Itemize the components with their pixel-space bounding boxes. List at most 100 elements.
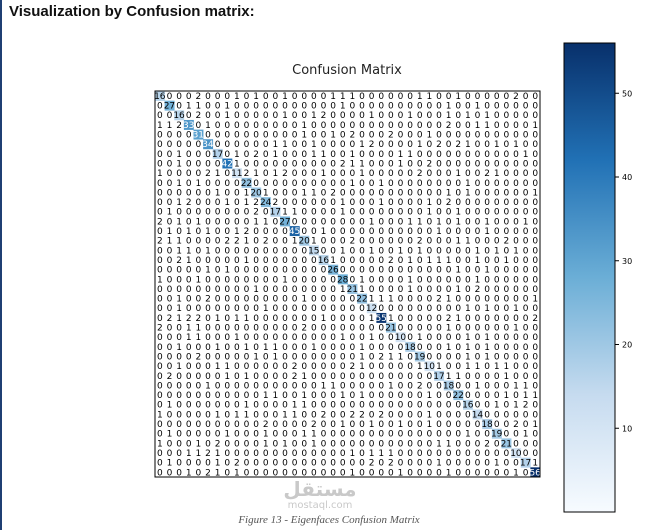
matrix-cell-label: 0 <box>407 391 413 401</box>
matrix-cell-label: 0 <box>263 352 269 362</box>
matrix-cell-label: 0 <box>282 420 288 430</box>
matrix-cell-label: 1 <box>503 362 509 372</box>
matrix-cell-label: 0 <box>330 333 336 343</box>
matrix-cell-label: 0 <box>398 256 404 266</box>
matrix-cell-label: 0 <box>446 237 452 247</box>
matrix-cell-label: 0 <box>388 266 394 276</box>
matrix-cell-label: 0 <box>417 179 423 189</box>
matrix-cell-label: 1 <box>475 102 481 112</box>
matrix-cell-label: 1 <box>523 217 529 227</box>
matrix-cell-label: 0 <box>369 131 375 141</box>
matrix-cell-label: 0 <box>321 343 327 353</box>
matrix-cell-label: 2 <box>157 237 163 247</box>
matrix-cell-label: 0 <box>282 304 288 314</box>
matrix-cell-label: 2 <box>417 237 423 247</box>
matrix-cell-label: 1 <box>513 140 519 150</box>
matrix-cell-label: 0 <box>388 102 394 112</box>
matrix-cell-label: 0 <box>205 362 211 372</box>
matrix-cell-label: 17 <box>270 208 281 218</box>
matrix-cell-label: 0 <box>446 246 452 256</box>
matrix-cell-label: 0 <box>311 352 317 362</box>
matrix-cell-label: 1 <box>475 246 481 256</box>
matrix-cell-label: 0 <box>523 333 529 343</box>
matrix-cell-label: 0 <box>494 102 500 112</box>
matrix-cell-label: 0 <box>359 227 365 237</box>
matrix-cell-label: 0 <box>311 449 317 459</box>
matrix-cell-label: 0 <box>157 111 163 121</box>
matrix-cell-label: 0 <box>292 92 298 102</box>
matrix-cell-label: 0 <box>301 140 307 150</box>
matrix-cell-label: 0 <box>340 227 346 237</box>
matrix-cell-label: 0 <box>340 439 346 449</box>
matrix-cell-label: 0 <box>321 295 327 305</box>
matrix-cell-label: 0 <box>494 420 500 430</box>
matrix-cell-label: 0 <box>523 295 529 305</box>
matrix-cell-label: 0 <box>157 102 163 112</box>
matrix-cell-label: 2 <box>195 111 201 121</box>
matrix-cell-label: 0 <box>523 343 529 353</box>
matrix-cell-label: 0 <box>292 391 298 401</box>
matrix-cell-label: 1 <box>523 430 529 440</box>
matrix-cell-label: 0 <box>176 468 182 478</box>
matrix-cell-label: 0 <box>340 266 346 276</box>
matrix-cell-label: 1 <box>205 121 211 131</box>
matrix-cell-label: 2 <box>205 449 211 459</box>
matrix-cell-label: 0 <box>359 324 365 334</box>
matrix-cell-label: 18 <box>481 420 493 430</box>
matrix-cell-label: 0 <box>349 208 355 218</box>
matrix-cell-label: 0 <box>205 391 211 401</box>
page-heading: Visualization by Confusion matrix: <box>9 3 255 20</box>
matrix-cell-label: 0 <box>301 227 307 237</box>
matrix-cell-label: 0 <box>436 391 442 401</box>
matrix-cell-label: 0 <box>311 217 317 227</box>
matrix-cell-label: 0 <box>523 256 529 266</box>
matrix-cell-label: 0 <box>475 352 481 362</box>
matrix-cell-label: 0 <box>494 198 500 208</box>
matrix-cell-diagonal <box>174 110 185 121</box>
matrix-cell-label: 0 <box>157 401 163 411</box>
matrix-cell-label: 0 <box>176 333 182 343</box>
matrix-cell-label: 1 <box>532 420 538 430</box>
matrix-cell-label: 0 <box>503 217 509 227</box>
matrix-cell-label: 34 <box>202 140 214 150</box>
matrix-cell-diagonal <box>347 284 358 294</box>
matrix-cell-label: 0 <box>455 459 461 469</box>
matrix-cell-label: 0 <box>388 227 394 237</box>
matrix-cell-label: 0 <box>378 275 384 285</box>
matrix-cell-label: 0 <box>532 92 538 102</box>
matrix-cell-label: 0 <box>330 362 336 372</box>
matrix-cell-label: 1 <box>446 188 452 198</box>
matrix-cell-label: 0 <box>407 266 413 276</box>
matrix-cell-label: 0 <box>244 217 250 227</box>
matrix-cell-label: 0 <box>186 372 192 382</box>
matrix-cell-label: 0 <box>532 217 538 227</box>
matrix-cell-label: 0 <box>224 410 230 420</box>
matrix-cell-label: 0 <box>484 449 490 459</box>
matrix-cell-label: 1 <box>311 188 317 198</box>
matrix-cell-label: 0 <box>417 459 423 469</box>
matrix-cell-label: 0 <box>475 449 481 459</box>
matrix-cell-label: 2 <box>205 295 211 305</box>
matrix-cell-label: 0 <box>167 217 173 227</box>
matrix-cell-label: 0 <box>407 140 413 150</box>
matrix-cell-label: 0 <box>378 150 384 160</box>
matrix-cell-label: 0 <box>349 169 355 179</box>
matrix-cell-label: 0 <box>513 391 519 401</box>
matrix-cell-label: 0 <box>253 324 259 334</box>
matrix-cell-label: 0 <box>205 92 211 102</box>
matrix-cell-label: 0 <box>263 410 269 420</box>
matrix-cell-label: 0 <box>465 372 471 382</box>
matrix-cell-label: 0 <box>330 324 336 334</box>
matrix-cell-label: 0 <box>513 285 519 295</box>
matrix-cell-label: 0 <box>446 459 452 469</box>
matrix-cell-label: 0 <box>282 449 288 459</box>
matrix-cell-label: 0 <box>157 285 163 295</box>
matrix-cell-label: 0 <box>503 343 509 353</box>
matrix-cell-label: 0 <box>407 420 413 430</box>
matrix-cell-label: 1 <box>484 121 490 131</box>
matrix-cell-label: 1 <box>340 246 346 256</box>
matrix-cell-label: 0 <box>157 140 163 150</box>
matrix-cell-label: 0 <box>292 439 298 449</box>
matrix-cell-label: 0 <box>167 333 173 343</box>
matrix-cell-label: 0 <box>321 449 327 459</box>
